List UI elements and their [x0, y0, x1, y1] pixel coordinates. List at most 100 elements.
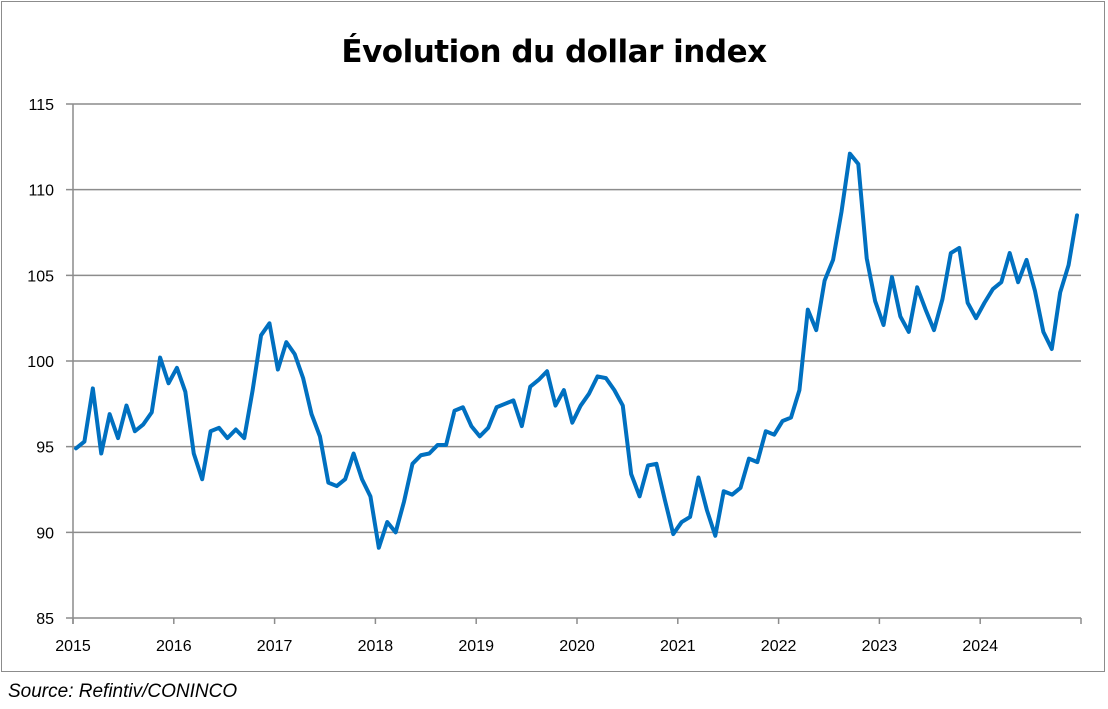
data-point — [748, 458, 750, 460]
data-point — [546, 370, 548, 372]
data-point — [899, 315, 901, 317]
data-point — [647, 465, 649, 467]
data-point — [782, 420, 784, 422]
data-point — [294, 353, 296, 355]
data-point — [512, 399, 514, 401]
y-tick-label: 95 — [36, 440, 54, 457]
data-point — [361, 478, 363, 480]
data-point — [1034, 290, 1036, 292]
data-point — [1017, 281, 1019, 283]
data-point — [706, 509, 708, 511]
data-point — [840, 211, 842, 213]
x-tick-label: 2018 — [358, 638, 394, 655]
x-tick-label: 2016 — [156, 638, 192, 655]
data-point — [201, 478, 203, 480]
data-point — [344, 478, 346, 480]
data-point — [891, 276, 893, 278]
data-point — [613, 389, 615, 391]
data-point — [664, 499, 666, 501]
data-point — [563, 389, 565, 391]
data-point — [681, 521, 683, 523]
chart-frame — [1, 1, 1105, 672]
data-point — [807, 309, 809, 311]
data-point — [378, 547, 380, 549]
data-point — [723, 490, 725, 492]
data-point — [756, 461, 758, 463]
y-tick-label: 100 — [27, 354, 54, 371]
data-point — [941, 298, 943, 300]
data-point — [479, 435, 481, 437]
data-point — [958, 247, 960, 249]
data-point — [992, 288, 994, 290]
data-point — [983, 302, 985, 304]
data-point — [697, 477, 699, 479]
data-point — [369, 495, 371, 497]
data-point — [83, 441, 85, 443]
data-point — [159, 357, 161, 359]
data-point — [75, 447, 77, 449]
data-point — [1076, 214, 1078, 216]
data-point — [386, 521, 388, 523]
data-point — [925, 309, 927, 311]
data-point — [639, 495, 641, 497]
y-tick-label: 115 — [28, 97, 54, 114]
data-point — [874, 300, 876, 302]
data-point — [1009, 252, 1011, 254]
data-point — [630, 473, 632, 475]
data-point — [336, 485, 338, 487]
data-point — [100, 453, 102, 455]
data-point — [622, 405, 624, 407]
x-tick-label: 2024 — [962, 638, 998, 655]
data-point — [462, 406, 464, 408]
data-point — [487, 427, 489, 429]
data-point — [470, 425, 472, 427]
data-point — [454, 410, 456, 412]
y-tick-label: 85 — [36, 611, 54, 628]
data-point — [428, 453, 430, 455]
data-point — [235, 429, 237, 431]
data-point — [184, 391, 186, 393]
data-point — [1026, 259, 1028, 261]
data-point — [302, 377, 304, 379]
data-point — [1000, 281, 1002, 283]
data-point — [176, 367, 178, 369]
data-point — [597, 375, 599, 377]
data-point — [1042, 331, 1044, 333]
data-point — [824, 279, 826, 281]
data-point — [496, 406, 498, 408]
x-tick-label: 2017 — [257, 638, 293, 655]
data-point — [790, 417, 792, 419]
x-tick-label: 2019 — [458, 638, 494, 655]
data-point — [277, 369, 279, 371]
y-tick-label: 90 — [36, 525, 54, 542]
data-point — [125, 405, 127, 407]
data-point — [311, 413, 313, 415]
y-tick-label: 110 — [28, 183, 54, 200]
data-point — [529, 386, 531, 388]
x-tick-label: 2022 — [761, 638, 797, 655]
data-point — [521, 425, 523, 427]
data-point — [571, 422, 573, 424]
data-point — [260, 334, 262, 336]
data-point — [580, 405, 582, 407]
data-point — [252, 389, 254, 391]
data-point — [151, 411, 153, 413]
data-point — [285, 341, 287, 343]
data-point — [740, 487, 742, 489]
data-point — [908, 331, 910, 333]
data-point — [1051, 348, 1053, 350]
data-point — [268, 322, 270, 324]
data-point — [319, 435, 321, 437]
data-point — [117, 437, 119, 439]
data-point — [967, 302, 969, 304]
data-point — [765, 430, 767, 432]
data-point — [327, 482, 329, 484]
data-point — [353, 453, 355, 455]
data-point — [950, 252, 952, 254]
data-point — [588, 393, 590, 395]
data-point — [832, 259, 834, 261]
data-point — [168, 382, 170, 384]
data-point — [857, 163, 859, 165]
data-point — [689, 516, 691, 518]
data-point — [731, 494, 733, 496]
